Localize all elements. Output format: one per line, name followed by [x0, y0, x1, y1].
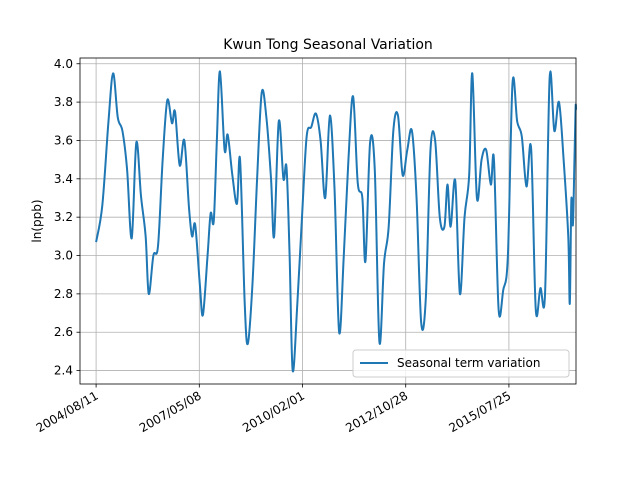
legend: Seasonal term variation — [352, 349, 570, 378]
y-tick-label: 3.2 — [54, 210, 73, 224]
y-tick-label: 2.4 — [54, 364, 73, 378]
chart-title: Kwun Tong Seasonal Variation — [223, 37, 433, 53]
series-line-seasonal-term-variation — [95, 70, 577, 373]
y-tick-label: 4.0 — [54, 57, 73, 71]
y-axis-label: ln(ppb) — [30, 199, 44, 242]
legend-box — [352, 349, 570, 378]
y-tick-label: 3.4 — [54, 172, 73, 186]
legend-entry-label: Seasonal term variation — [397, 356, 540, 370]
grid — [80, 58, 576, 384]
y-tick-label: 3.6 — [54, 133, 73, 147]
y-tick-label: 2.6 — [54, 325, 73, 339]
y-tick-label: 2.8 — [54, 287, 73, 301]
plot-frame — [79, 57, 577, 385]
y-tick-label: 3.0 — [54, 249, 73, 263]
y-axis-ticks: 2.4 2.6 2.8 3.0 3.2 3.4 3.6 3.8 4.0 — [54, 57, 80, 378]
y-tick-label: 3.8 — [54, 95, 73, 109]
